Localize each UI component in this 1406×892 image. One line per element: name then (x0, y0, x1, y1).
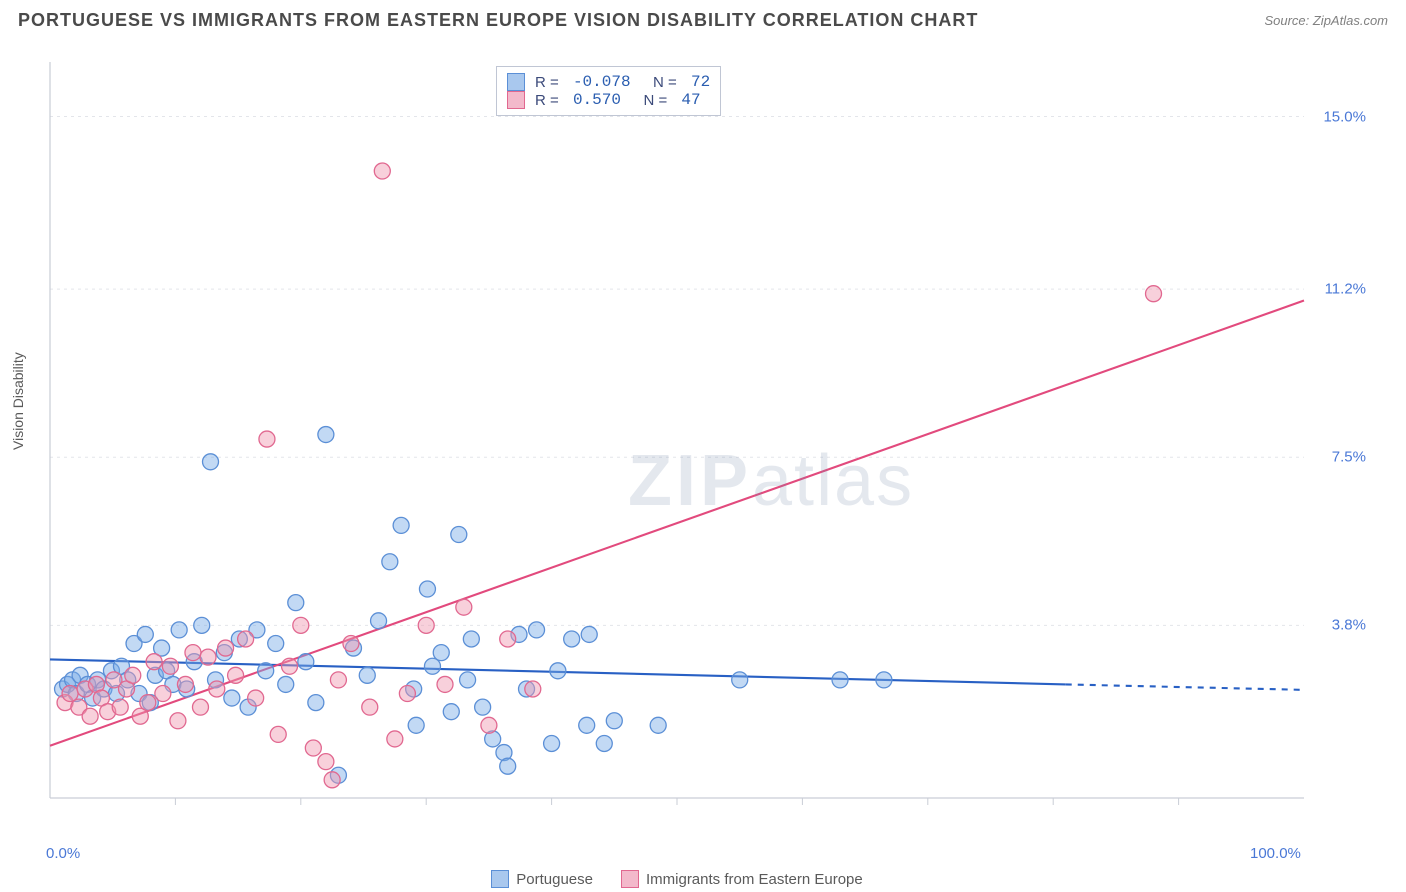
legend-item: Immigrants from Eastern Europe (621, 870, 863, 888)
correlation-legend: R = -0.078 N = 72R = 0.570 N = 47 (496, 66, 721, 116)
y-tick-label: 11.2% (1325, 281, 1366, 298)
legend-swatch (621, 870, 639, 888)
scatter-svg (48, 60, 1306, 838)
y-tick-label: 15.0% (1323, 108, 1366, 125)
y-tick-label: 3.8% (1332, 617, 1366, 634)
x-tick-label: 0.0% (46, 845, 80, 862)
legend-item: Portuguese (491, 870, 593, 888)
chart-title: PORTUGUESE VS IMMIGRANTS FROM EASTERN EU… (18, 10, 978, 31)
series-legend: Portuguese Immigrants from Eastern Europe (48, 870, 1306, 888)
r-legend-row: R = 0.570 N = 47 (507, 91, 710, 109)
source-credit: Source: ZipAtlas.com (1264, 13, 1388, 28)
header-bar: PORTUGUESE VS IMMIGRANTS FROM EASTERN EU… (0, 0, 1406, 37)
legend-swatch (507, 91, 525, 109)
y-tick-label: 7.5% (1332, 449, 1366, 466)
chart-plot-area: ZIPatlas R = -0.078 N = 72R = 0.570 N = … (48, 60, 1306, 838)
r-legend-row: R = -0.078 N = 72 (507, 73, 710, 91)
legend-swatch (507, 73, 525, 91)
y-axis-label: Vision Disability (10, 352, 26, 450)
x-tick-label: 100.0% (1250, 845, 1301, 862)
legend-swatch (491, 870, 509, 888)
